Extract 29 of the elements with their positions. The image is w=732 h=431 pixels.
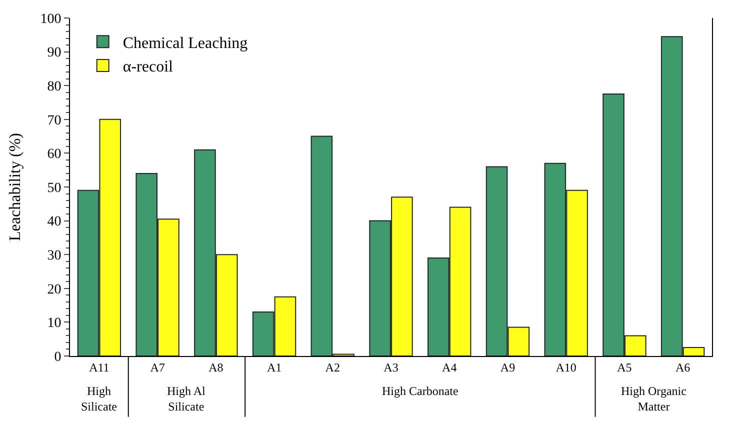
legend-label: Chemical Leaching — [122, 34, 248, 52]
y-tick-label: 20 — [47, 282, 62, 298]
x-tick-label: A11 — [89, 360, 110, 374]
x-tick-label: A9 — [500, 360, 516, 374]
y-axis-title: Leachability (%) — [7, 133, 24, 241]
text: High Carbonate — [382, 384, 458, 398]
legend-label: α-recoil — [122, 58, 174, 76]
x-tick-label: A3 — [384, 360, 398, 374]
x-tick-label: A1 — [266, 360, 282, 374]
y-tick-label: 0 — [54, 350, 62, 365]
y-tick-label: 50 — [47, 180, 62, 196]
y-tick-label: 80 — [47, 80, 62, 94]
y-tick-label: 40 — [47, 214, 62, 230]
x-tick-label: A10 — [556, 360, 576, 374]
x-tick-label: A6 — [675, 360, 690, 374]
y-tick-label: 10 — [47, 316, 62, 332]
text: High Organic Matter — [621, 384, 686, 414]
y-tick-label: 70 — [47, 113, 62, 128]
text: High Silicate — [81, 384, 117, 414]
x-tick-label: A5 — [617, 360, 632, 374]
x-tick-label: A2 — [325, 360, 340, 374]
x-tick-label: A8 — [208, 360, 224, 374]
x-tick-label: A7 — [150, 360, 165, 374]
y-tick-label: 100 — [40, 12, 62, 27]
text: High Al Silicate — [167, 384, 206, 414]
y-tick-label: 30 — [47, 248, 62, 264]
x-tick-label: A4 — [442, 360, 457, 374]
y-tick-label: 90 — [47, 46, 62, 61]
y-tick-label: 60 — [47, 147, 62, 162]
